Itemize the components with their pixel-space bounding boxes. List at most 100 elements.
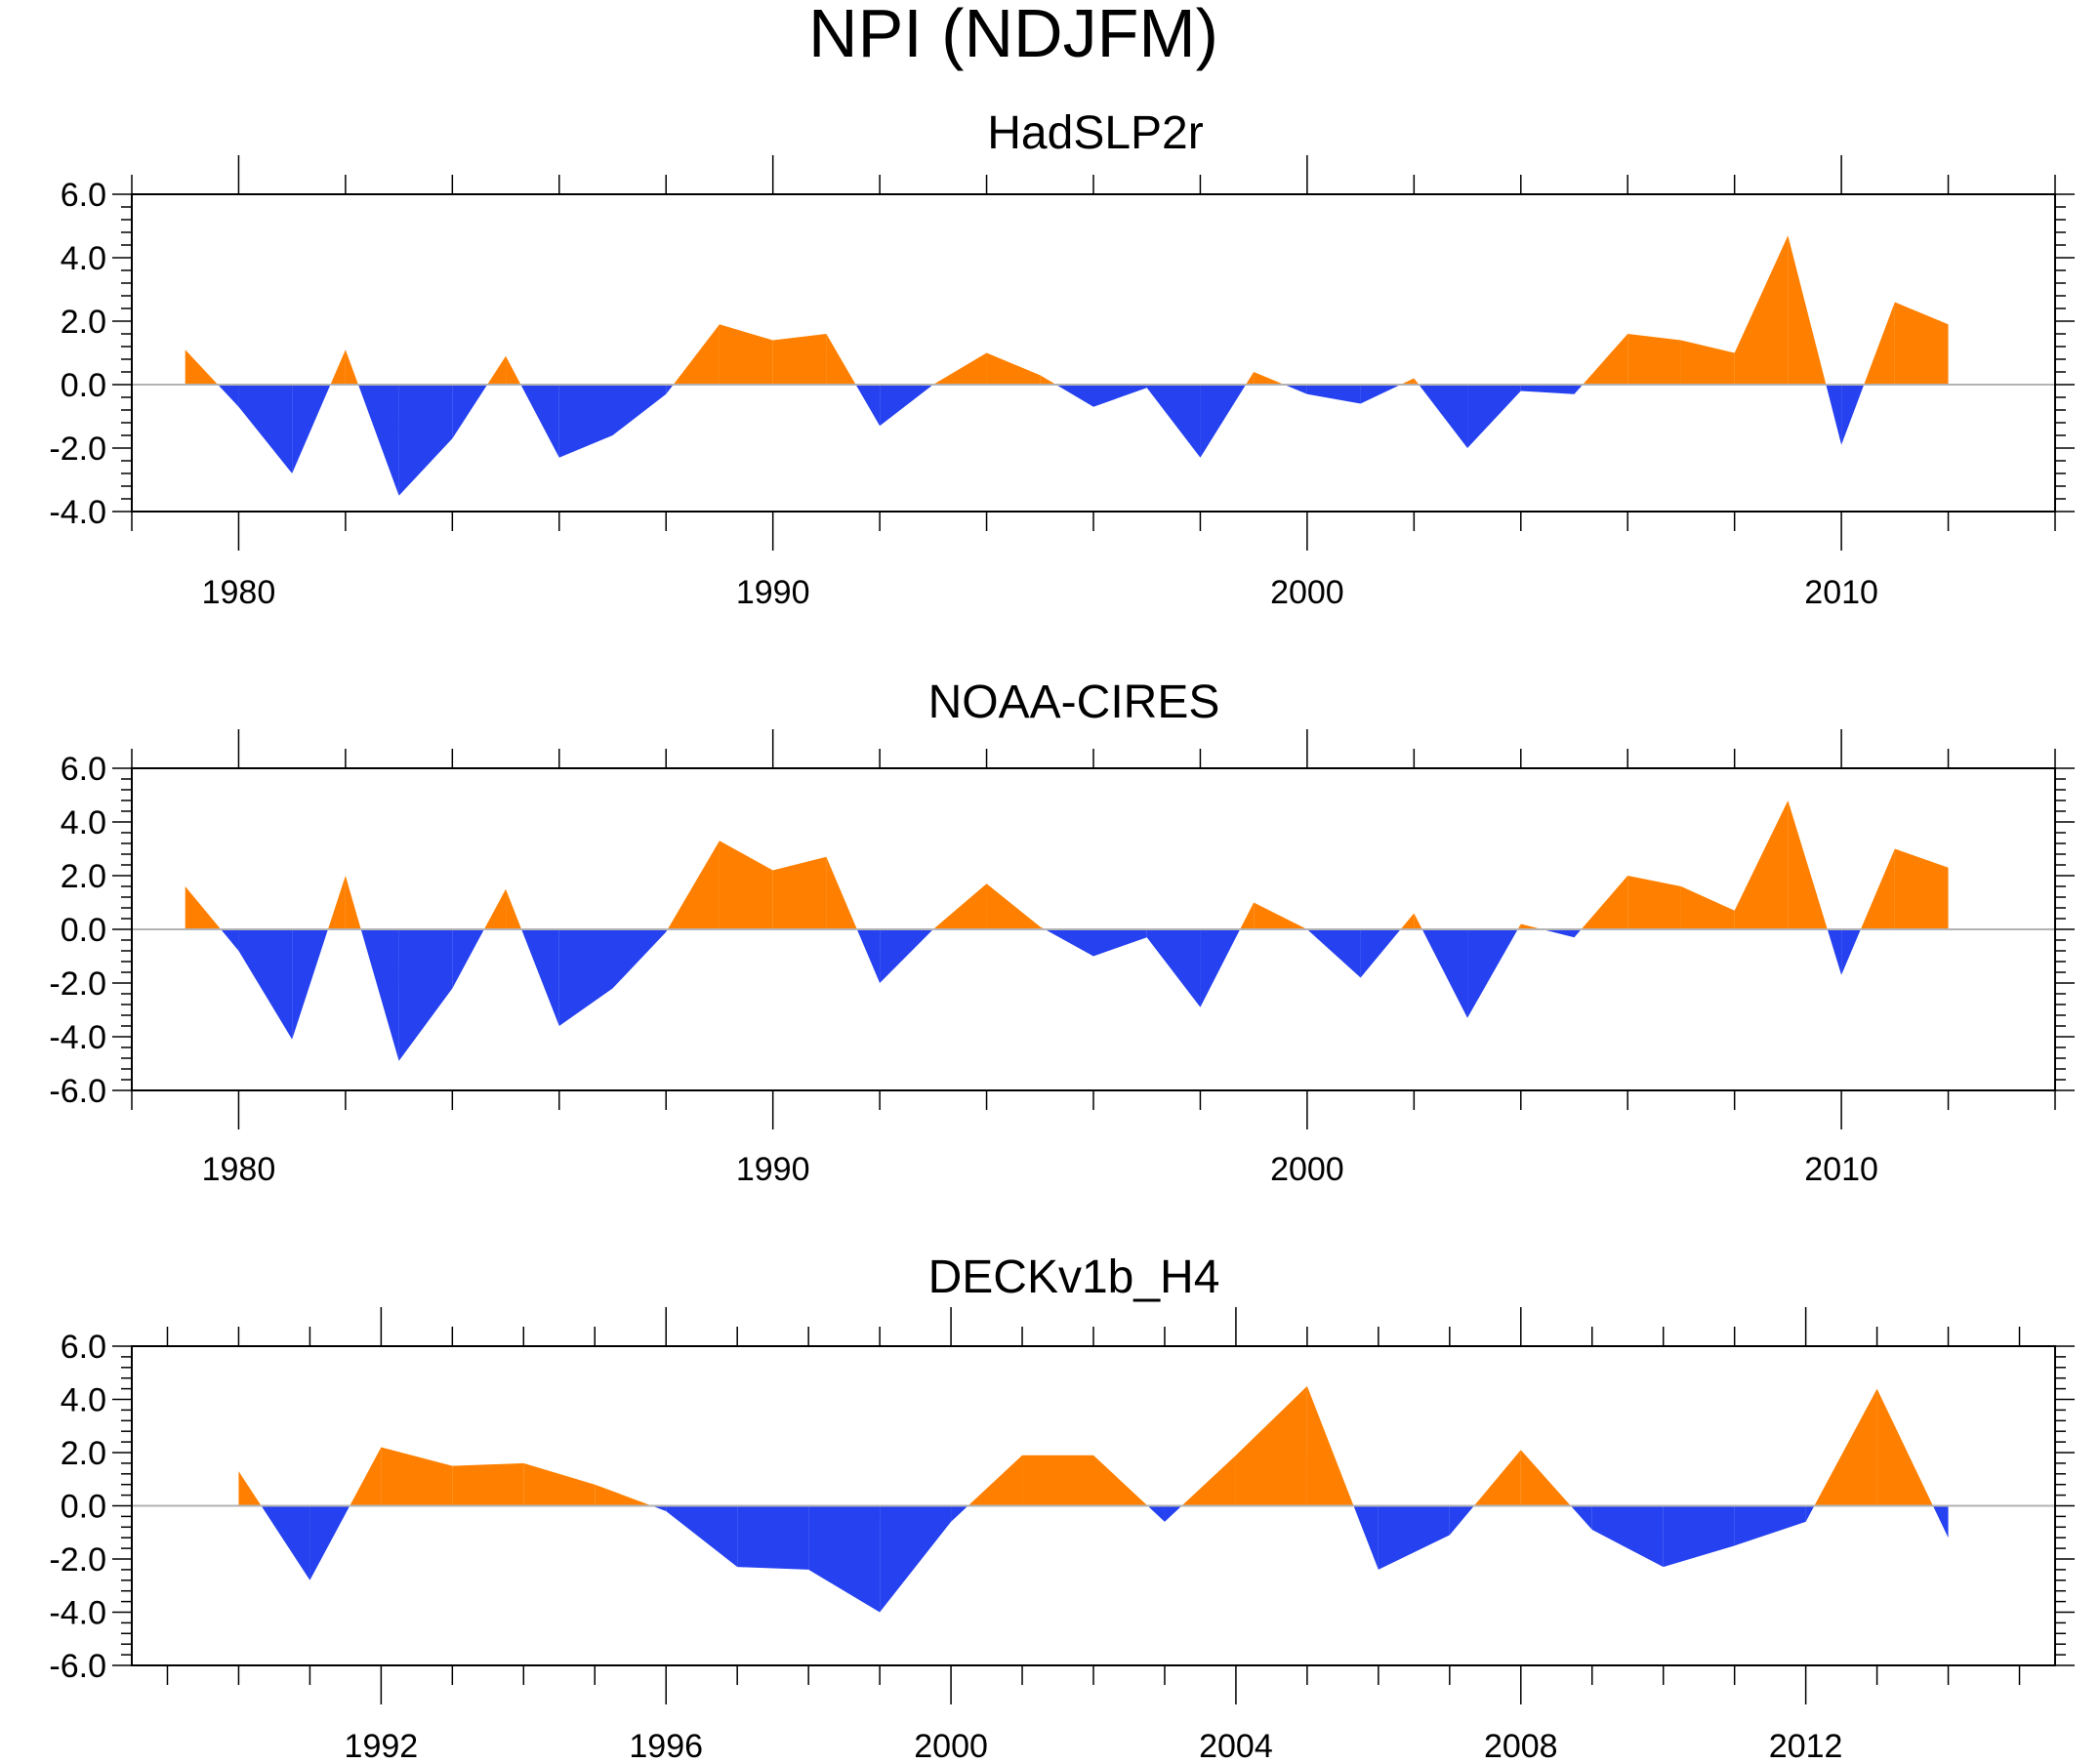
positive-area-segment: [1788, 800, 1828, 929]
y-tick-label: -6.0: [49, 1648, 106, 1685]
panel-title: NOAA-CIRES: [928, 677, 1220, 728]
negative-area-segment: [1353, 1505, 1379, 1570]
positive-area-segment: [1788, 235, 1827, 385]
negative-area-segment: [1360, 385, 1401, 404]
negative-area-segment: [1841, 929, 1861, 975]
positive-area-segment: [1627, 876, 1681, 929]
y-tick-label: -2.0: [49, 431, 106, 468]
negative-area-segment: [1093, 385, 1147, 407]
positive-area-segment: [345, 876, 361, 929]
y-tick-label: 4.0: [61, 1382, 106, 1419]
y-tick-label: -2.0: [49, 965, 106, 1003]
positive-area-segment: [1627, 334, 1681, 385]
positive-area-segment: [826, 856, 857, 929]
y-tick-label: 4.0: [61, 240, 106, 277]
x-tick-label: 1996: [629, 1728, 703, 1764]
negative-area-segment: [1045, 929, 1093, 957]
negative-area-segment: [1826, 385, 1842, 445]
positive-area-segment: [1235, 1385, 1307, 1506]
positive-area-segment: [1093, 1455, 1148, 1506]
positive-area-segment: [968, 1455, 1023, 1506]
negative-area-segment: [612, 385, 667, 435]
negative-area-segment: [558, 385, 613, 458]
positive-area-segment: [1240, 902, 1255, 929]
negative-area-segment: [1449, 1505, 1474, 1536]
negative-area-segment: [1421, 929, 1468, 1018]
negative-area-segment: [238, 385, 293, 473]
negative-area-segment: [261, 1505, 310, 1580]
positive-area-segment: [345, 349, 358, 385]
y-tick-label: -4.0: [49, 494, 106, 531]
negative-area-segment: [1574, 929, 1582, 938]
positive-area-segment: [1864, 302, 1895, 385]
positive-area-segment: [185, 349, 219, 385]
negative-area-segment: [855, 385, 881, 427]
positive-area-segment: [826, 334, 856, 385]
negative-area-segment: [452, 385, 488, 439]
negative-area-segment: [951, 1505, 968, 1522]
negative-area-segment: [1467, 929, 1518, 1018]
positive-area-segment: [932, 352, 987, 385]
negative-area-segment: [218, 385, 239, 407]
negative-area-segment: [398, 929, 453, 1061]
positive-area-segment: [185, 886, 222, 929]
negative-area-segment: [651, 1505, 667, 1511]
positive-area-segment: [595, 1484, 652, 1506]
y-tick-label: 6.0: [61, 751, 106, 788]
x-tick-label: 2004: [1199, 1728, 1273, 1764]
negative-area-segment: [221, 929, 239, 951]
negative-area-segment: [452, 929, 484, 989]
y-tick-label: -6.0: [49, 1073, 106, 1110]
positive-area-segment: [327, 876, 346, 929]
positive-area-segment: [1473, 1450, 1521, 1506]
positive-area-segment: [932, 883, 987, 929]
positive-area-segment: [1517, 923, 1521, 929]
x-tick-label: 1990: [736, 1151, 810, 1188]
y-tick-label: -4.0: [49, 1019, 106, 1056]
negative-area-segment: [1093, 929, 1147, 957]
panel-hadslp2r: HadSLP2r -4.0 -2.0 0.0 2.0 4.0 6.0 1980 1990 200…: [49, 107, 2075, 611]
positive-area-segment: [772, 856, 827, 929]
negative-area-segment: [1574, 385, 1584, 394]
positive-area-segment: [1680, 886, 1735, 929]
positive-area-segment: [1400, 913, 1415, 929]
negative-area-segment: [1932, 1505, 1949, 1538]
x-tick-label: 1980: [202, 574, 276, 611]
positive-area-segment: [1400, 378, 1415, 385]
negative-area-segment: [1827, 929, 1842, 975]
negative-area-segment: [1146, 929, 1201, 1007]
positive-area-segment: [673, 324, 720, 385]
negative-area-segment: [1306, 929, 1361, 978]
negative-area-segment: [1734, 1505, 1806, 1546]
positive-area-segment: [506, 355, 521, 385]
negative-area-segment: [808, 1505, 881, 1613]
y-tick-label: -2.0: [49, 1541, 106, 1579]
positive-area-segment: [986, 352, 1041, 385]
negative-area-segment: [1841, 385, 1865, 445]
negative-area-segment: [1591, 1505, 1664, 1568]
positive-area-segment: [1040, 375, 1056, 385]
panel-title: DECKv1b_H4: [928, 1251, 1220, 1303]
positive-area-segment: [1246, 372, 1255, 385]
x-tick-label: 2000: [1270, 574, 1344, 611]
negative-area-segment: [666, 385, 674, 394]
panel-title: HadSLP2r: [987, 107, 1203, 159]
negative-area-segment: [1542, 929, 1575, 938]
negative-area-segment: [558, 929, 613, 1026]
positive-area-segment: [1814, 1388, 1877, 1506]
y-tick-label: 2.0: [61, 1435, 106, 1472]
positive-area-segment: [487, 355, 507, 385]
positive-area-segment: [330, 349, 346, 385]
negative-area-segment: [880, 929, 933, 983]
negative-area-segment: [1284, 385, 1307, 394]
positive-area-segment: [1520, 1450, 1571, 1506]
negative-area-segment: [1306, 385, 1361, 404]
negative-area-segment: [737, 1505, 809, 1570]
x-tick-label: 2000: [914, 1728, 988, 1764]
negative-area-segment: [1200, 385, 1247, 458]
negative-area-segment: [1200, 929, 1241, 1007]
figure-title: NPI (NDJFM): [808, 0, 1218, 71]
positive-area-segment: [719, 841, 773, 929]
positive-area-segment: [1414, 378, 1420, 385]
